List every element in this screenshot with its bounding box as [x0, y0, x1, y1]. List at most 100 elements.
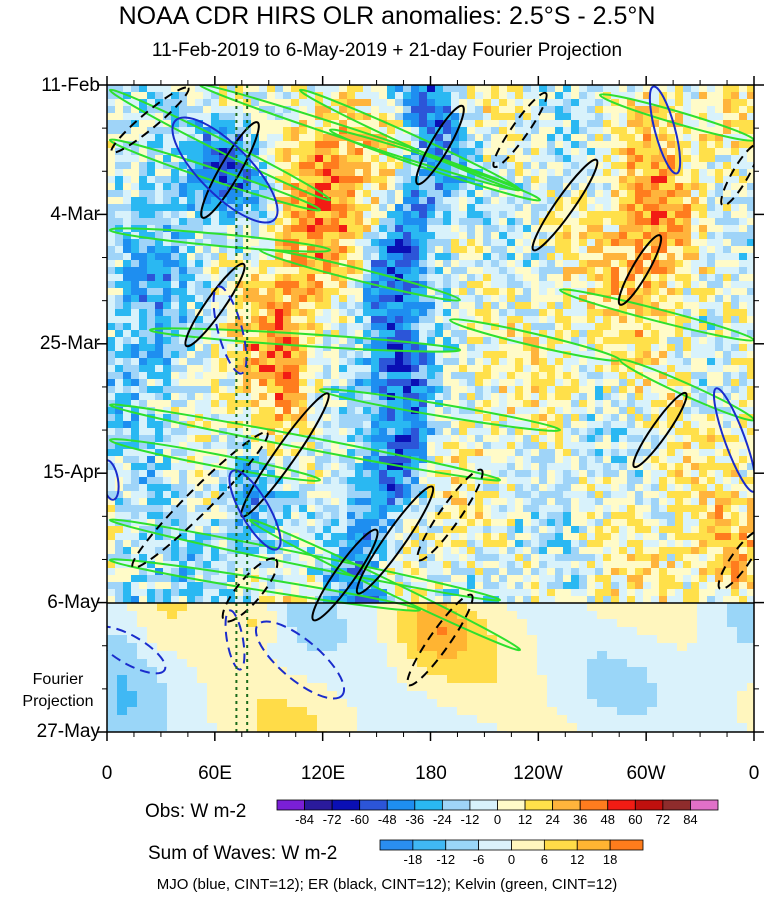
obs-cell — [275, 106, 284, 114]
chart-subtitle: 11-Feb-2019 to 6-May-2019 + 21-day Fouri… — [151, 40, 623, 61]
obs-cell — [595, 435, 604, 443]
obs-cell — [715, 260, 724, 268]
obs-cell — [563, 148, 572, 156]
obs-cell — [235, 253, 244, 261]
obs-cell — [403, 204, 412, 212]
obs-cell — [587, 127, 596, 135]
obs-cell — [275, 372, 284, 380]
obs-cell — [587, 323, 596, 331]
obs-cell — [411, 288, 420, 296]
obs-cell — [563, 295, 572, 303]
obs-cell — [331, 365, 340, 373]
obs-cell — [459, 169, 468, 177]
obs-cell — [723, 351, 732, 359]
obs-cell — [267, 267, 276, 275]
obs-cell — [603, 407, 612, 415]
obs-cell — [123, 365, 132, 373]
obs-cell — [531, 512, 540, 520]
obs-cell — [435, 253, 444, 261]
obs-cell — [659, 232, 668, 240]
obs-cell — [379, 169, 388, 177]
obs-cell — [299, 183, 308, 191]
obs-cell — [507, 281, 516, 289]
obs-cell — [587, 155, 596, 163]
obs-cell — [683, 155, 692, 163]
obs-cell — [163, 435, 172, 443]
obs-cell — [595, 267, 604, 275]
obs-cell — [627, 183, 636, 191]
obs-cell — [315, 113, 324, 121]
obs-cell — [723, 253, 732, 261]
obs-cell — [699, 169, 708, 177]
obs-cell — [491, 337, 500, 345]
obs-cell — [451, 148, 460, 156]
obs-cell — [331, 414, 340, 422]
obs-cell — [547, 92, 556, 100]
obs-cell — [115, 197, 124, 205]
obs-cell — [723, 379, 732, 387]
obs-cell — [571, 372, 580, 380]
obs-cell — [715, 204, 724, 212]
obs-cell — [443, 330, 452, 338]
obs-cell — [707, 344, 716, 352]
obs-cell — [195, 155, 204, 163]
obs-cell — [451, 197, 460, 205]
obs-cell — [539, 309, 548, 317]
obs-cell — [459, 512, 468, 520]
obs-cell — [715, 274, 724, 282]
obs-cell — [339, 505, 348, 513]
obs-cell — [251, 260, 260, 268]
obs-cell — [675, 456, 684, 464]
obs-cell — [267, 134, 276, 142]
obs-cell — [331, 449, 340, 457]
obs-cell — [155, 281, 164, 289]
obs-cell — [395, 295, 404, 303]
obs-cell — [483, 428, 492, 436]
obs-cell — [651, 246, 660, 254]
obs-cell — [171, 337, 180, 345]
obs-cell — [267, 309, 276, 317]
obs-cell — [579, 414, 588, 422]
obs-cell — [243, 442, 252, 450]
obs-cell — [491, 435, 500, 443]
obs-cell — [443, 155, 452, 163]
obs-cell — [299, 232, 308, 240]
obs-cell — [147, 218, 156, 226]
obs-cell — [483, 162, 492, 170]
obs-cell — [299, 337, 308, 345]
obs-cell — [491, 120, 500, 128]
obs-cell — [611, 323, 620, 331]
obs-cell — [203, 246, 212, 254]
obs-cell — [635, 162, 644, 170]
obs-cell — [227, 225, 236, 233]
obs-cell — [475, 484, 484, 492]
obs-cell — [307, 470, 316, 478]
obs-cell — [611, 484, 620, 492]
obs-cell — [715, 162, 724, 170]
obs-cell — [739, 162, 748, 170]
obs-cell — [515, 470, 524, 478]
obs-cell — [475, 120, 484, 128]
obs-cell — [331, 141, 340, 149]
obs-cell — [323, 372, 332, 380]
obs-cell — [675, 337, 684, 345]
obs-cell — [523, 351, 532, 359]
obs-cell — [355, 162, 364, 170]
obs-cell — [587, 113, 596, 121]
obs-cell — [147, 386, 156, 394]
obs-cell — [555, 148, 564, 156]
obs-cell — [571, 477, 580, 485]
obs-cell — [667, 274, 676, 282]
obs-cell — [259, 204, 268, 212]
obs-cell — [283, 274, 292, 282]
obs-cell — [131, 344, 140, 352]
obs-cell — [323, 491, 332, 499]
obs-cell — [539, 204, 548, 212]
obs-cell — [587, 421, 596, 429]
obs-cell — [747, 253, 754, 261]
obs-cell — [691, 253, 700, 261]
obs-cell — [547, 491, 556, 499]
obs-cell — [195, 323, 204, 331]
obs-cell — [347, 435, 356, 443]
obs-cell — [419, 407, 428, 415]
